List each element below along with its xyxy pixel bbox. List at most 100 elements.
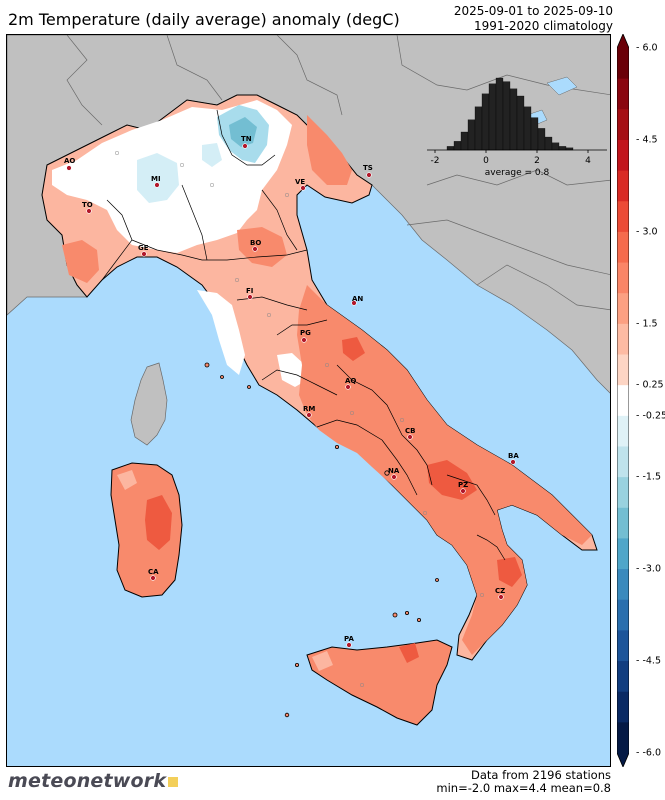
histogram-bar (474, 106, 483, 151)
colorbar-band (617, 538, 629, 570)
city-label: MI (151, 175, 161, 183)
station-markers-faint (114, 150, 485, 688)
city-label: RM (303, 405, 315, 413)
colorbar-band (617, 262, 629, 294)
city-markers: AO TO MI TN VE TS (64, 135, 519, 648)
city-pa[interactable]: PA (344, 635, 354, 648)
sicily-warm-core (399, 643, 419, 663)
sardinia-light (117, 470, 137, 490)
city-bo[interactable]: BO (250, 239, 261, 252)
city-ca[interactable]: CA (148, 568, 159, 581)
station-count: Data from 2196 stations (470, 768, 611, 782)
colorbar-band (617, 477, 629, 509)
colorbar-band (617, 722, 629, 754)
colorbar (617, 34, 629, 767)
climatology-period: 1991-2020 climatology (474, 19, 613, 33)
map-frame: AO TO MI TN VE TS (6, 34, 611, 767)
city-marker-dot (300, 185, 306, 191)
colorbar-band (617, 201, 629, 233)
city-marker-dot (510, 459, 516, 465)
city-marker-dot (247, 294, 253, 300)
colorbar-band (617, 630, 629, 662)
city-label: NA (388, 467, 400, 475)
colorbar-band (617, 170, 629, 202)
city-marker-dot (306, 412, 312, 418)
city-mi[interactable]: MI (151, 175, 161, 188)
histogram-bar (509, 88, 518, 151)
date-range: 2025-09-01 to 2025-09-10 (453, 4, 613, 18)
colorbar-band (617, 139, 629, 172)
neutral-anomaly-zone-3 (277, 353, 307, 387)
city-label: AQ (345, 377, 356, 385)
city-marker-dot (66, 165, 72, 171)
city-label: AO (64, 157, 75, 165)
city-marker-dot (460, 488, 466, 494)
cold-anomaly-core (229, 117, 257, 147)
city-label: PG (300, 329, 311, 337)
city-marker-dot (150, 575, 156, 581)
city-ts[interactable]: TS (363, 164, 373, 178)
histogram-bar (495, 77, 504, 151)
city-tn[interactable]: TN (241, 135, 252, 149)
colorbar-band (617, 293, 629, 325)
histogram-bar (446, 146, 455, 151)
footer-stats: Data from 2196 stations min=-2.0 max=4.4… (436, 769, 611, 795)
small-islands (204, 362, 439, 718)
histogram-bar (467, 119, 476, 151)
colorbar-band (617, 446, 629, 478)
anomaly-histogram: -2 0 2 4 average = 0.8 (427, 77, 607, 178)
logo-square-icon (168, 777, 179, 787)
histogram-ticks: -2 0 2 4 (431, 150, 591, 166)
city-label: CZ (495, 587, 505, 595)
colorbar-tick-label: - -4.5 (636, 655, 661, 667)
colorbar-band (617, 599, 629, 631)
histogram-bar (537, 128, 546, 151)
city-marker-dot (351, 300, 357, 306)
city-pg[interactable]: PG (300, 329, 311, 343)
colorbar-band (617, 78, 629, 110)
city-ao[interactable]: AO (64, 157, 75, 171)
city-marker-dot (154, 182, 160, 188)
colorbar-tick-label: - 0.25 (636, 379, 664, 391)
colorbar-band (617, 661, 629, 693)
histogram-average-label: average = 0.8 (485, 168, 550, 178)
city-label: TO (82, 201, 93, 209)
histogram-tick-label: 2 (534, 156, 540, 166)
city-ge[interactable]: GE (138, 244, 149, 257)
sicily (306, 639, 453, 726)
city-label: PA (344, 635, 354, 643)
colorbar-bottom-arrow (617, 753, 629, 767)
colorbar-band (617, 569, 629, 601)
colorbar-tick-label: - 6.0 (636, 42, 658, 54)
city-cb[interactable]: CB (405, 427, 415, 440)
colorbar-band (617, 507, 629, 539)
city-label: CB (405, 427, 415, 435)
city-marker-dot (141, 251, 147, 257)
city-rm[interactable]: RM (303, 405, 315, 418)
city-fi[interactable]: FI (246, 287, 253, 300)
histogram-bar (523, 106, 532, 151)
cold-anomaly-zone-2 (137, 153, 179, 203)
colorbar-band (617, 354, 629, 386)
city-label: CA (148, 568, 159, 576)
meteonetwork-logo: meteonetwork (8, 770, 179, 792)
colorbar-band (617, 415, 629, 447)
city-na[interactable]: NA (388, 467, 400, 480)
city-cz[interactable]: CZ (495, 587, 505, 600)
neutral-anomaly-zone-2 (197, 290, 245, 375)
city-to[interactable]: TO (82, 201, 93, 214)
histogram-tick-label: 4 (585, 156, 591, 166)
city-marker-dot (86, 208, 92, 214)
city-label: VE (295, 178, 305, 186)
sardinia-warm-core (145, 495, 172, 550)
city-an[interactable]: AN (351, 295, 364, 306)
city-label: FI (246, 287, 253, 295)
warm-anomaly-zone-north (307, 115, 352, 185)
city-ba[interactable]: BA (508, 452, 519, 465)
city-pz[interactable]: PZ (458, 481, 468, 494)
city-ve[interactable]: VE (295, 178, 306, 191)
city-label: BO (250, 239, 261, 247)
foreign-borders (66, 35, 610, 311)
city-aq[interactable]: AQ (345, 377, 356, 390)
city-label: GE (138, 244, 149, 252)
